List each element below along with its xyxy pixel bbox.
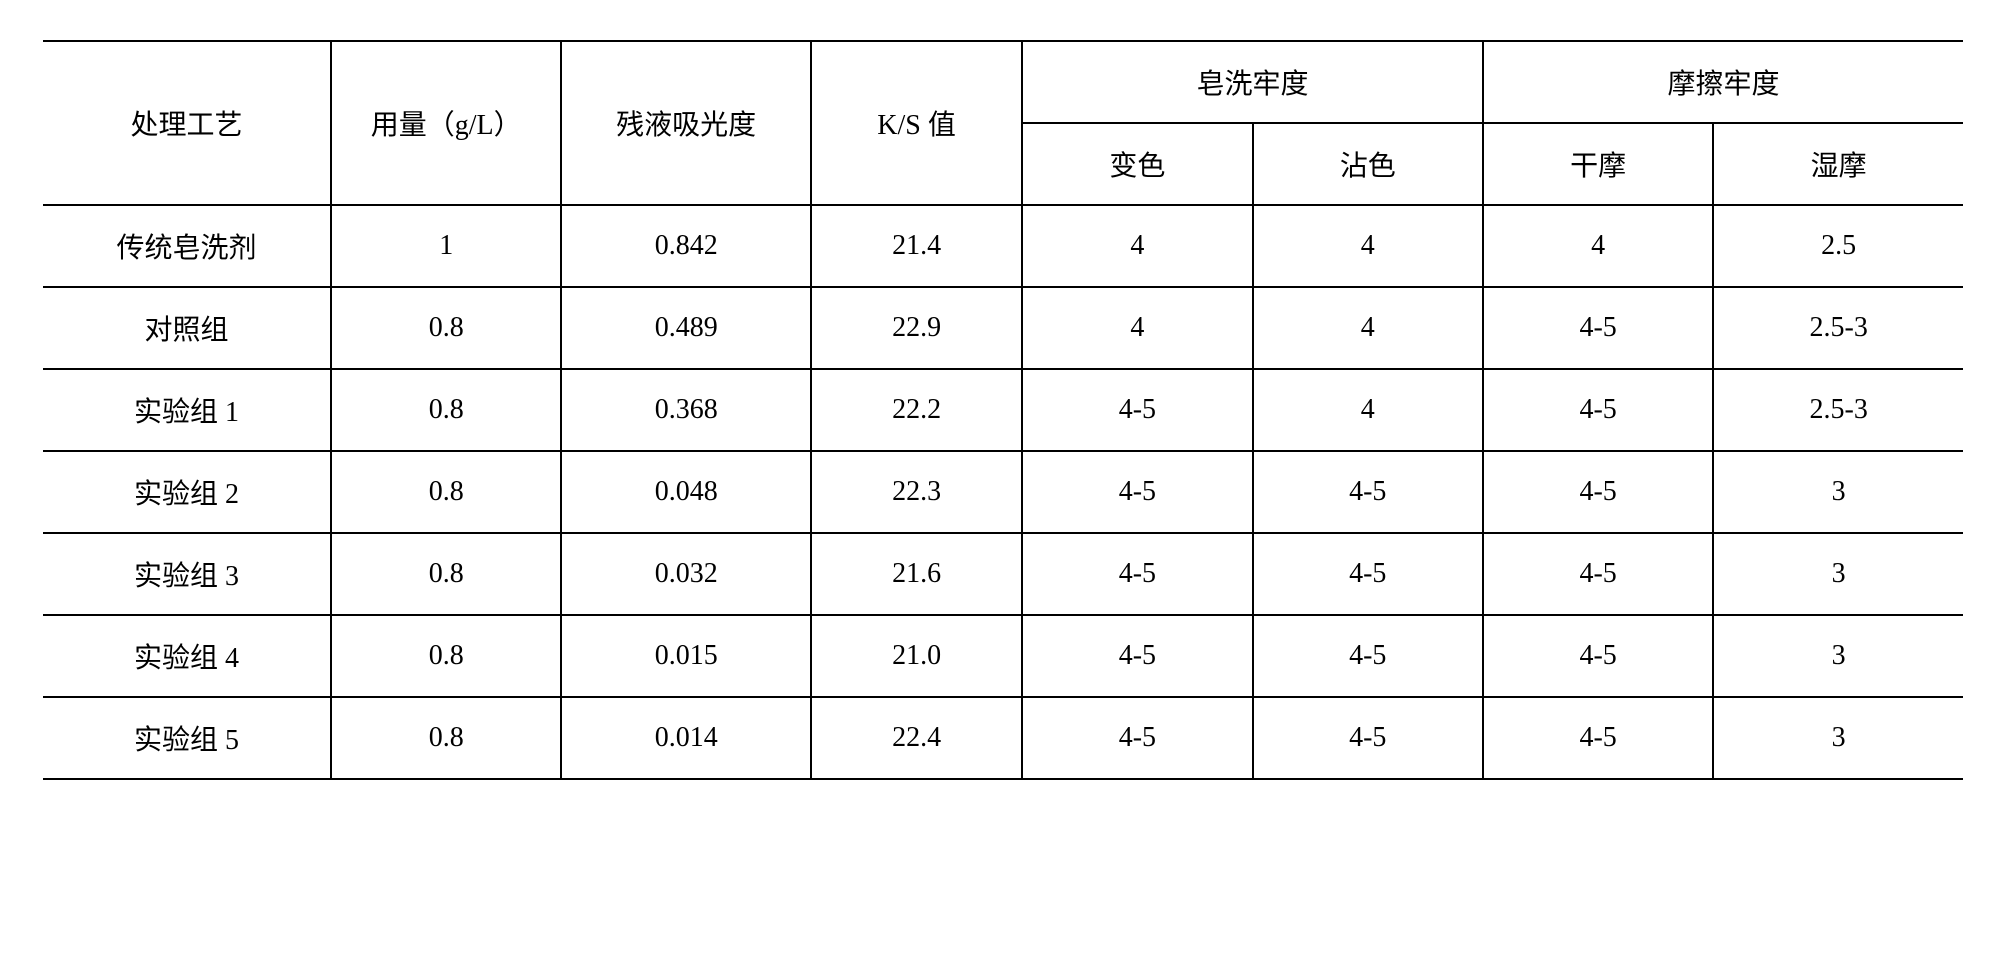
header-absorbance: 残液吸光度 [561,41,811,205]
table-row: 实验组 4 0.8 0.015 21.0 4-5 4-5 4-5 3 [43,615,1963,697]
cell-wet-rub: 2.5-3 [1713,369,1963,451]
header-ks: K/S 值 [811,41,1022,205]
table-row: 实验组 5 0.8 0.014 22.4 4-5 4-5 4-5 3 [43,697,1963,779]
header-process: 处理工艺 [43,41,331,205]
cell-staining: 4-5 [1253,451,1483,533]
cell-dosage: 0.8 [331,615,561,697]
cell-dry-rub: 4-5 [1483,697,1713,779]
cell-absorbance: 0.048 [561,451,811,533]
cell-dry-rub: 4-5 [1483,369,1713,451]
header-dosage: 用量（g/L） [331,41,561,205]
cell-dry-rub: 4-5 [1483,287,1713,369]
cell-absorbance: 0.015 [561,615,811,697]
cell-process: 实验组 5 [43,697,331,779]
cell-dry-rub: 4-5 [1483,615,1713,697]
cell-dry-rub: 4-5 [1483,451,1713,533]
cell-absorbance: 0.014 [561,697,811,779]
cell-absorbance: 0.489 [561,287,811,369]
table-row: 实验组 3 0.8 0.032 21.6 4-5 4-5 4-5 3 [43,533,1963,615]
table-row: 实验组 2 0.8 0.048 22.3 4-5 4-5 4-5 3 [43,451,1963,533]
data-table: 处理工艺 用量（g/L） 残液吸光度 K/S 值 皂洗牢度 摩擦牢度 变色 沾色… [43,40,1963,780]
cell-ks: 21.4 [811,205,1022,287]
table-row: 实验组 1 0.8 0.368 22.2 4-5 4 4-5 2.5-3 [43,369,1963,451]
header-rub-fastness: 摩擦牢度 [1483,41,1963,123]
cell-staining: 4-5 [1253,697,1483,779]
cell-dosage: 0.8 [331,287,561,369]
header-soap-fastness: 皂洗牢度 [1022,41,1483,123]
cell-color-change: 4-5 [1022,369,1252,451]
cell-process: 实验组 2 [43,451,331,533]
cell-process: 对照组 [43,287,331,369]
cell-wet-rub: 2.5 [1713,205,1963,287]
cell-wet-rub: 3 [1713,451,1963,533]
cell-dosage: 0.8 [331,369,561,451]
cell-dosage: 0.8 [331,533,561,615]
header-dry-rub: 干摩 [1483,123,1713,205]
header-row-1: 处理工艺 用量（g/L） 残液吸光度 K/S 值 皂洗牢度 摩擦牢度 [43,41,1963,123]
cell-color-change: 4 [1022,205,1252,287]
cell-staining: 4 [1253,287,1483,369]
cell-ks: 22.2 [811,369,1022,451]
cell-process: 传统皂洗剂 [43,205,331,287]
header-color-change: 变色 [1022,123,1252,205]
cell-color-change: 4-5 [1022,615,1252,697]
header-wet-rub: 湿摩 [1713,123,1963,205]
cell-process: 实验组 1 [43,369,331,451]
cell-absorbance: 0.368 [561,369,811,451]
cell-dosage: 0.8 [331,451,561,533]
cell-ks: 22.4 [811,697,1022,779]
cell-dosage: 0.8 [331,697,561,779]
table-body: 传统皂洗剂 1 0.842 21.4 4 4 4 2.5 对照组 0.8 0.4… [43,205,1963,779]
cell-color-change: 4 [1022,287,1252,369]
cell-absorbance: 0.032 [561,533,811,615]
cell-staining: 4-5 [1253,533,1483,615]
cell-wet-rub: 3 [1713,533,1963,615]
cell-color-change: 4-5 [1022,451,1252,533]
cell-color-change: 4-5 [1022,533,1252,615]
cell-ks: 22.3 [811,451,1022,533]
cell-dosage: 1 [331,205,561,287]
table-row: 传统皂洗剂 1 0.842 21.4 4 4 4 2.5 [43,205,1963,287]
cell-process: 实验组 4 [43,615,331,697]
cell-absorbance: 0.842 [561,205,811,287]
cell-staining: 4 [1253,205,1483,287]
cell-ks: 21.6 [811,533,1022,615]
cell-wet-rub: 3 [1713,615,1963,697]
cell-ks: 22.9 [811,287,1022,369]
cell-wet-rub: 3 [1713,697,1963,779]
cell-process: 实验组 3 [43,533,331,615]
cell-ks: 21.0 [811,615,1022,697]
cell-staining: 4-5 [1253,615,1483,697]
table-row: 对照组 0.8 0.489 22.9 4 4 4-5 2.5-3 [43,287,1963,369]
cell-wet-rub: 2.5-3 [1713,287,1963,369]
cell-staining: 4 [1253,369,1483,451]
cell-dry-rub: 4-5 [1483,533,1713,615]
cell-dry-rub: 4 [1483,205,1713,287]
cell-color-change: 4-5 [1022,697,1252,779]
header-staining: 沾色 [1253,123,1483,205]
